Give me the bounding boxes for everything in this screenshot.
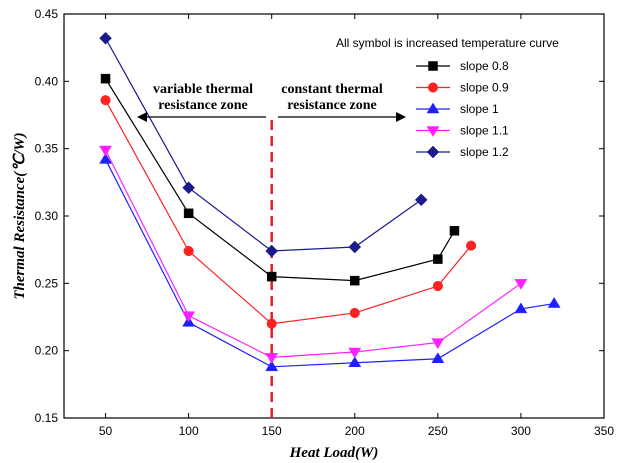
data-point (349, 307, 360, 319)
legend-label: slope 1.2 (460, 145, 509, 159)
data-point (266, 318, 277, 329)
legend-label: slope 1.1 (460, 124, 509, 138)
x-tick-label: 300 (511, 424, 531, 438)
data-point (183, 208, 194, 219)
data-point (99, 31, 112, 45)
data-point (350, 275, 360, 286)
data-point (414, 193, 428, 207)
data-point (348, 240, 362, 254)
series-line (105, 99, 472, 325)
data-point (348, 356, 362, 368)
legend-item: slope 1.1 (416, 124, 509, 138)
data-point (431, 352, 445, 363)
x-tick-label: 150 (262, 424, 282, 438)
series-layer (99, 31, 561, 372)
data-point (182, 311, 196, 323)
zone-left-line1: variable thermal (153, 82, 253, 97)
data-point (265, 360, 279, 372)
zone-right-line1: constant thermal (281, 82, 383, 97)
legend-marker (428, 61, 438, 71)
zone-right-line2: resistance zone (287, 98, 377, 113)
legend-label: slope 1 (460, 102, 499, 116)
legend-title: All symbol is increased temperature curv… (336, 36, 559, 50)
data-point (348, 347, 362, 359)
legend-item: slope 1 (416, 102, 499, 116)
data-point (99, 145, 112, 157)
plot-frame (63, 13, 605, 419)
legend-label: slope 0.8 (460, 59, 509, 73)
legend-marker (426, 102, 440, 114)
data-point (100, 95, 111, 106)
x-tick-label: 200 (345, 424, 365, 438)
legend-marker (426, 145, 440, 159)
data-point (183, 245, 194, 257)
legend-marker (427, 82, 439, 93)
axis-ticks: 50 100 150 200 250 300 350 0.15 0.20 0.25 0.30 0.35… (35, 7, 615, 438)
x-tick-label: 350 (594, 424, 614, 438)
y-tick-label: 0.40 (35, 74, 59, 88)
series-1 (100, 95, 477, 329)
data-point (265, 353, 279, 364)
zone-left-line2: resistance zone (158, 98, 248, 113)
data-point (100, 73, 111, 84)
data-point (433, 254, 443, 264)
y-tick-label: 0.15 (35, 411, 59, 425)
zone-right-arrow (278, 112, 406, 122)
legend-item: slope 0.8 (416, 59, 509, 73)
data-point (449, 226, 460, 236)
data-point (431, 338, 445, 350)
series-line (105, 159, 555, 368)
series-line (105, 149, 522, 359)
y-tick-label: 0.35 (35, 142, 59, 156)
x-axis-title: Heat Load(W) (289, 445, 379, 461)
y-tick-label: 0.25 (35, 276, 59, 290)
series-2 (99, 152, 561, 372)
data-point (466, 240, 477, 251)
zone-left-arrow (137, 112, 266, 122)
legend-marker (426, 126, 440, 137)
y-axis-title: Thermal Resistance(℃/W) (12, 132, 28, 299)
data-point (514, 302, 528, 314)
legend: slope 0.8 slope 0.9 slope 1 slope 1.1 slope … (416, 59, 509, 159)
series-line (105, 37, 422, 252)
series-4 (99, 31, 428, 258)
y-tick-label: 0.30 (35, 209, 59, 223)
data-point (182, 181, 195, 195)
data-point (432, 280, 443, 292)
data-point (514, 279, 528, 290)
y-tick-label: 0.20 (35, 344, 59, 358)
series-3 (99, 145, 528, 364)
data-point (265, 244, 279, 258)
data-point (547, 297, 561, 308)
x-tick-label: 50 (99, 424, 113, 438)
x-tick-label: 250 (428, 424, 448, 438)
data-point (266, 271, 277, 282)
legend-item: slope 0.9 (416, 81, 509, 95)
legend-item: slope 1.2 (416, 145, 509, 159)
x-tick-label: 100 (179, 424, 199, 438)
series-0 (100, 73, 460, 286)
y-tick-label: 0.45 (35, 7, 59, 21)
legend-label: slope 0.9 (460, 81, 509, 95)
data-point (99, 152, 112, 164)
